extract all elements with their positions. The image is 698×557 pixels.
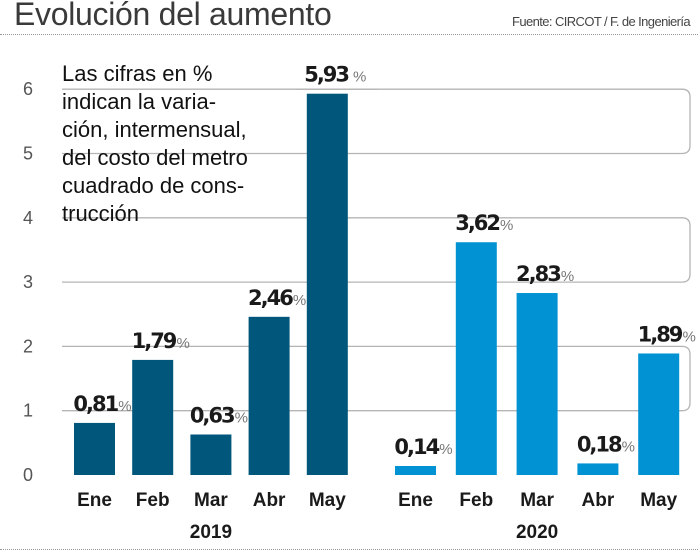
- bar: [190, 434, 232, 475]
- bar: [516, 293, 558, 475]
- value-labels: 0,81% 1,79% 0,63% 2,46% 5,93 % 0,14% 3,62% 2,83%…: [73, 63, 695, 459]
- bar: [132, 359, 174, 475]
- bar: [74, 422, 115, 475]
- bar: [248, 316, 290, 475]
- x-tick-label: Mar: [520, 490, 554, 511]
- value-label: 0,14%: [394, 435, 452, 459]
- value-label: 0,18%: [577, 432, 635, 456]
- chart-annotation: Las cifras en % indican la varia- ción, …: [62, 61, 248, 226]
- top-divider: [0, 34, 698, 35]
- x-tick-label: Ene: [77, 490, 112, 511]
- y-tick-label: 1: [23, 401, 33, 421]
- x-tick-label: May: [640, 490, 677, 511]
- bars: [74, 93, 680, 476]
- bar: [577, 463, 619, 475]
- x-tick-label: Abr: [582, 490, 615, 511]
- y-tick-label: 2: [23, 336, 33, 356]
- x-tick-label: Feb: [459, 490, 493, 511]
- chart-title: Evolución del aumento: [14, 0, 332, 32]
- x-tick-label: May: [309, 490, 346, 511]
- bar: [455, 242, 497, 475]
- x-tick-label: Mar: [194, 490, 228, 511]
- gridline-pair: [62, 217, 691, 283]
- source-credit: Fuente: CIRCOT / F. de Ingeniería: [512, 14, 691, 29]
- y-tick-label: 4: [23, 208, 33, 228]
- value-label: 5,93%: [304, 63, 366, 87]
- y-tick-label: 0: [23, 465, 33, 485]
- bottom-divider: [0, 549, 698, 550]
- x-tick-label: Feb: [136, 490, 170, 511]
- bar: [638, 353, 680, 475]
- value-label: 2,46%: [248, 286, 306, 310]
- value-label: 2,83%: [516, 262, 574, 286]
- year-label: 2020: [516, 522, 558, 543]
- value-label: 0,81%: [73, 392, 131, 416]
- gridline-pair: [62, 88, 691, 155]
- value-label: 1,89%: [638, 322, 696, 346]
- value-label: 1,79%: [132, 329, 190, 353]
- gridlines: [62, 88, 691, 412]
- value-label: 0,63%: [190, 403, 248, 427]
- x-axis: Ene Feb Mar Abr May 2019 Ene Feb Mar Abr May 2020: [77, 490, 678, 543]
- y-tick-label: 5: [23, 144, 33, 164]
- x-tick-label: Abr: [253, 490, 286, 511]
- bar: [395, 465, 436, 475]
- y-tick-label: 6: [23, 79, 33, 99]
- value-label: 3,62%: [455, 211, 513, 235]
- bar: [306, 93, 348, 476]
- y-tick-label: 3: [23, 272, 33, 292]
- gridline-pair: [62, 345, 691, 412]
- x-tick-label: Ene: [398, 490, 433, 511]
- y-axis: 0 1 2 3 4 5 6: [23, 79, 33, 485]
- year-label: 2019: [190, 522, 232, 543]
